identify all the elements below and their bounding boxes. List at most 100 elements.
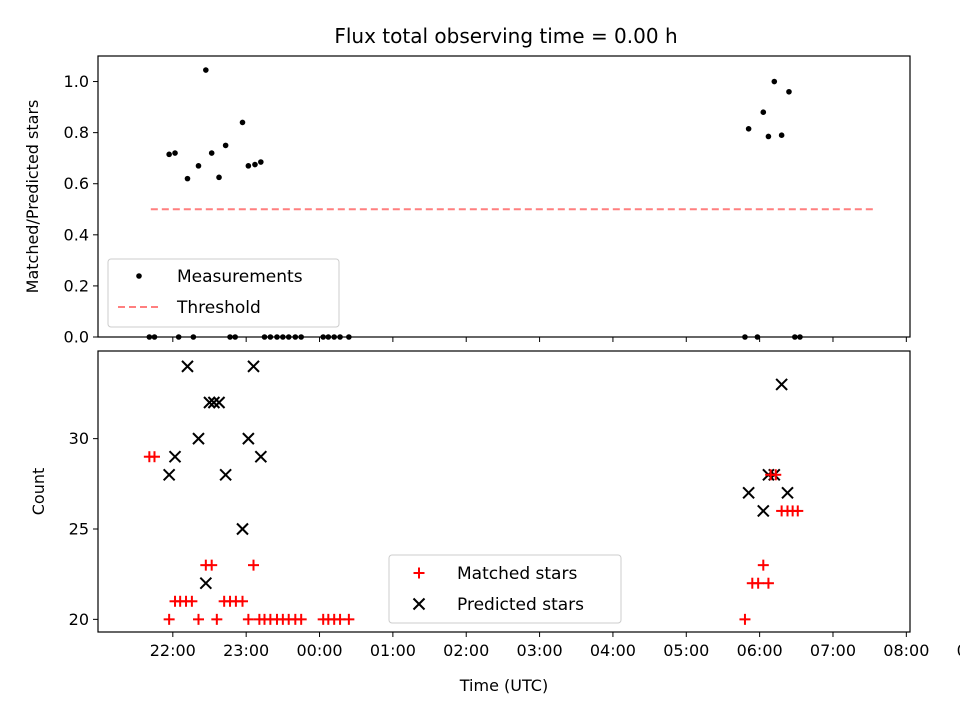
predicted-star-point (775, 378, 788, 391)
matched-stars-legend-glyph (413, 567, 425, 579)
top-y-ticks: 0.0 0.2 0.4 0.6 0.8 1.0 (64, 72, 98, 347)
measurement-point (745, 126, 752, 132)
chart-title: Flux total observing time = 0.00 h (334, 24, 677, 48)
top-y-tick-label: 0.6 (64, 174, 89, 193)
measurement-point (172, 150, 178, 156)
bottom-x-tick-label: 01:00 (370, 641, 416, 660)
predicted-star-point (236, 522, 249, 536)
bottom-x-tick-label: 22:00 (150, 641, 196, 660)
measurement-point (195, 163, 202, 169)
bottom-x-tick-label: 05:00 (663, 641, 709, 660)
matched-star-point (739, 613, 751, 625)
measurement-point (245, 163, 252, 169)
matched-star-point (757, 559, 769, 571)
matched-star-point (206, 559, 218, 571)
bottom-panel: 20 25 30 22:00 23:00 00:00 01:00 02:00 03:00 04:… (29, 350, 960, 695)
matched-star-point (248, 559, 260, 571)
top-panel: 0.0 0.2 0.4 0.6 0.8 1.0 Matched/Predicted sta… (23, 55, 911, 347)
top-axes-frame (97, 55, 911, 338)
top-y-tick-label: 1.0 (64, 72, 89, 91)
bottom-x-tick-label: 07:00 (810, 641, 856, 660)
predicted-star-point (168, 450, 182, 463)
measurement-point (786, 88, 792, 95)
bottom-y-axis-label: Count (29, 468, 48, 516)
measurements-legend-label: Measurements (177, 267, 303, 287)
bottom-x-tick-label: 00:00 (296, 641, 342, 660)
bottom-x-axis-label: Time (UTC) (459, 676, 548, 695)
matched-stars-points (143, 451, 804, 625)
top-y-tick-label: 0.2 (64, 276, 89, 295)
predicted-stars-legend-glyph (412, 597, 426, 611)
bottom-legend-box (388, 554, 622, 624)
top-y-tick-label: 0.8 (64, 123, 89, 142)
measurement-point (765, 133, 772, 140)
predicted-stars-legend-label: Predicted stars (457, 595, 584, 615)
matched-star-point (752, 577, 764, 589)
top-legend-box (107, 258, 340, 328)
bottom-x-tick-label: 02:00 (443, 641, 489, 660)
top-y-tick-label: 0.4 (64, 225, 89, 244)
predicted-star-point (254, 450, 268, 463)
predicted-star-point (219, 468, 232, 481)
predicted-stars-legend-marker (412, 597, 426, 611)
top-y-axis-label: Matched/Predicted stars (23, 100, 42, 294)
bottom-axes-frame (97, 350, 911, 633)
measurement-point (252, 161, 258, 168)
bottom-x-tick-label: 08:00 (883, 641, 929, 660)
predicted-star-point (207, 396, 221, 409)
bottom-y-tick-label: 25 (69, 519, 89, 538)
matched-star-point (211, 613, 223, 625)
matched-star-point (186, 595, 198, 607)
predicted-star-point (247, 360, 260, 373)
matched-star-point (192, 613, 204, 625)
predicted-star-point (757, 504, 770, 518)
matched-star-point (770, 469, 782, 481)
measurement-point (778, 132, 785, 138)
matched-stars-legend-label: Matched stars (457, 564, 577, 584)
matched-star-point (242, 613, 254, 625)
predicted-star-point (742, 486, 755, 500)
bottom-x-tick-label: 04:00 (590, 641, 636, 660)
measurements-legend-marker (136, 273, 142, 279)
top-x-ticks (172, 337, 907, 342)
predicted-star-point (181, 360, 194, 373)
bottom-x-tick-label: 03:00 (517, 641, 563, 660)
bottom-x-tick-label: 23:00 (223, 641, 269, 660)
matched-star-point (148, 451, 160, 463)
predicted-star-point (781, 486, 794, 500)
predicted-star-point (199, 577, 213, 590)
top-y-tick-label: 0.0 (64, 328, 89, 347)
matched-star-point (762, 577, 774, 589)
measurement-point (208, 150, 215, 156)
bottom-y-tick-label: 30 (69, 429, 89, 448)
predicted-star-point (162, 468, 176, 481)
predicted-star-point (192, 432, 205, 445)
measurement-point (258, 159, 264, 165)
threshold-legend-label: Threshold (176, 298, 261, 318)
bottom-x-tick-label: 06:00 (737, 641, 783, 660)
bottom-x-tick-label: 09:00 (957, 641, 960, 660)
measurement-point (184, 175, 191, 182)
measurement-point (216, 174, 222, 181)
matched-star-point (295, 613, 307, 625)
measurement-points (146, 67, 803, 340)
measurement-point (760, 109, 767, 115)
matched-star-point (163, 613, 175, 625)
bottom-x-ticks: 22:00 23:00 00:00 01:00 02:00 03:00 04:00 05:00… (150, 632, 960, 660)
predicted-star-point (203, 396, 216, 409)
top-legend: Measurements Threshold (107, 258, 340, 328)
bottom-y-ticks: 20 25 30 (69, 429, 98, 629)
bottom-legend: Matched stars Predicted stars (388, 554, 622, 624)
measurement-point (203, 67, 209, 73)
matched-star-point (343, 613, 355, 625)
matched-star-point (237, 595, 249, 607)
measurement-point (771, 78, 778, 85)
matched-stars-legend-marker (413, 567, 425, 579)
measurement-point (166, 151, 172, 158)
matched-star-point (792, 505, 804, 517)
measurement-point (222, 142, 229, 149)
predicted-star-point (242, 432, 255, 445)
bottom-y-tick-label: 20 (69, 610, 89, 629)
predicted-star-point (212, 396, 226, 409)
